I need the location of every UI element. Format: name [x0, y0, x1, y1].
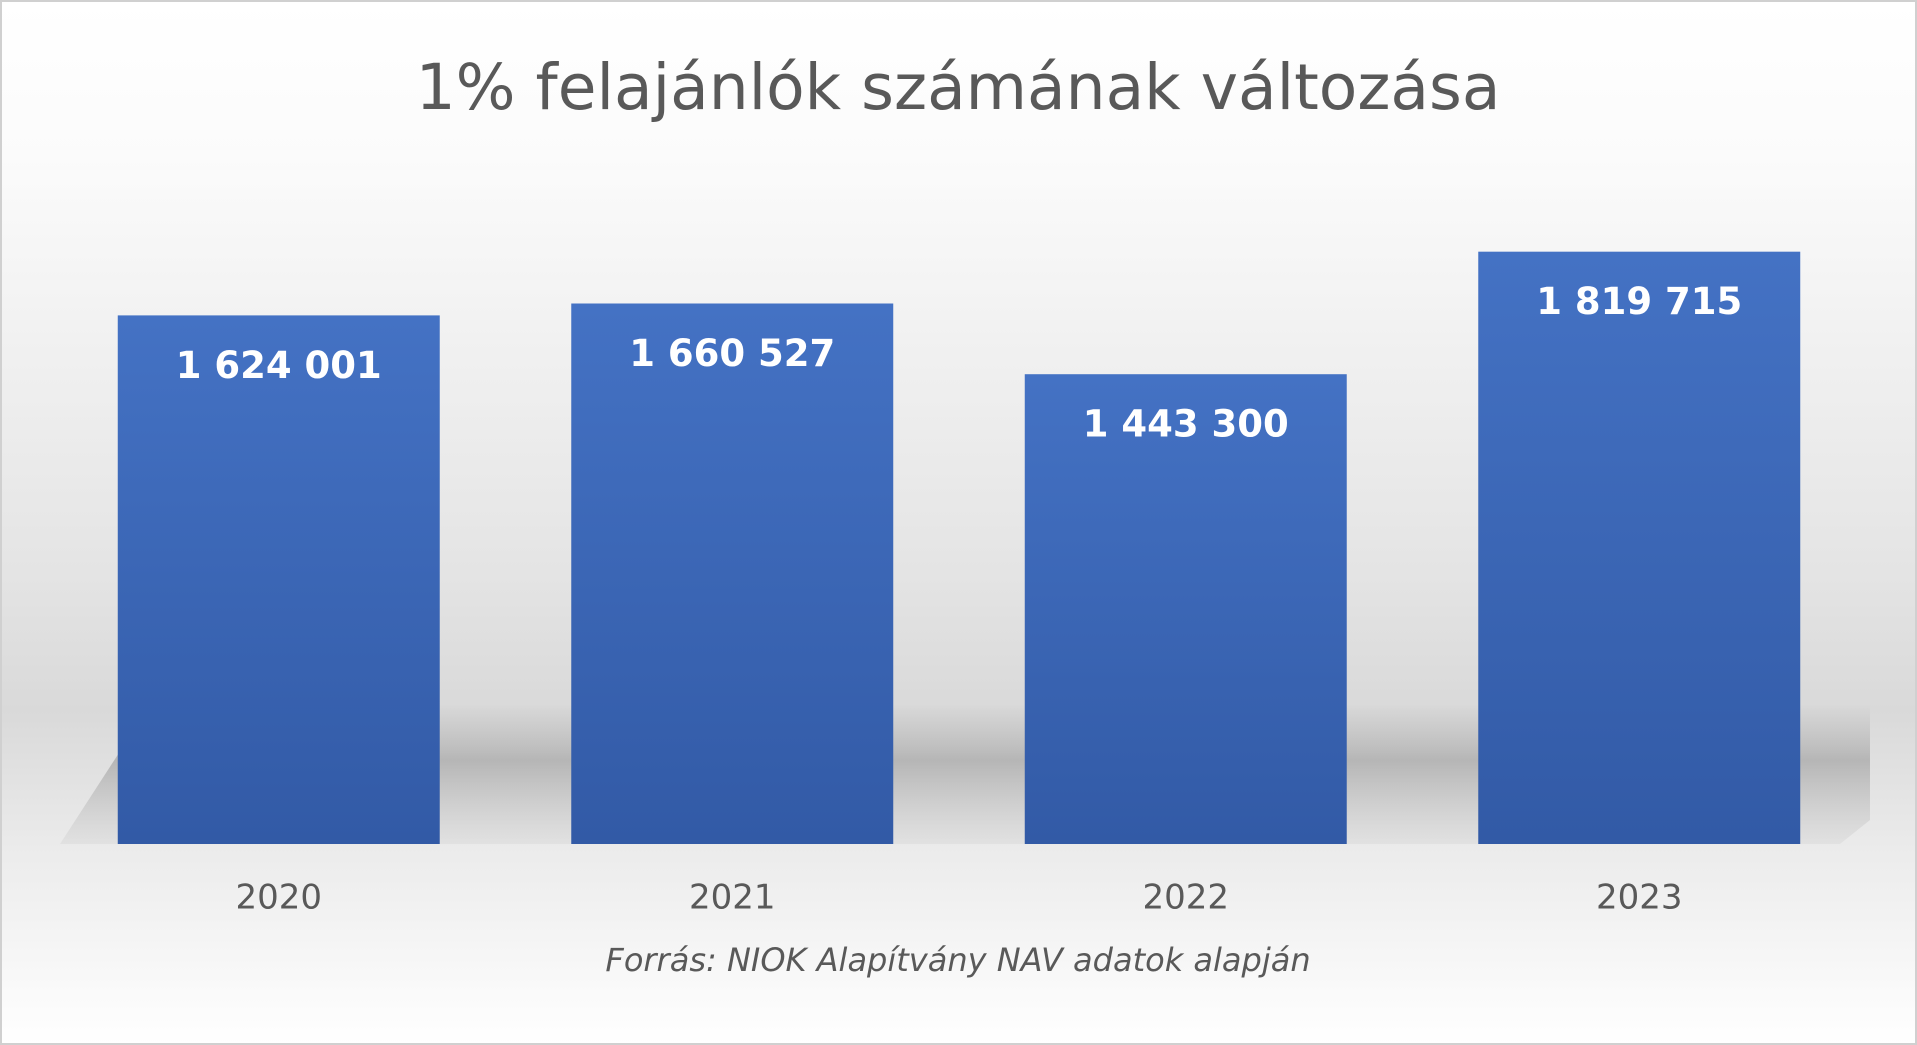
x-tick-label: 2021: [689, 878, 776, 918]
bar: [1478, 251, 1801, 845]
x-tick-label: 2020: [235, 878, 322, 918]
x-tick-label: 2022: [1142, 878, 1229, 918]
data-label: 1 660 527: [629, 332, 835, 375]
data-label: 1 624 001: [176, 344, 382, 387]
chart-title: 1% felajánlók számának változása: [416, 51, 1501, 124]
bar: [117, 315, 440, 844]
bar: [571, 303, 894, 844]
source-note: Forrás: NIOK Alapítvány NAV adatok alapj…: [605, 941, 1310, 979]
floor-shadow: [60, 705, 1870, 844]
data-label: 1 443 300: [1083, 403, 1289, 446]
x-tick-label: 2023: [1596, 878, 1683, 918]
bar: [1024, 374, 1347, 844]
data-label: 1 819 715: [1536, 280, 1742, 323]
